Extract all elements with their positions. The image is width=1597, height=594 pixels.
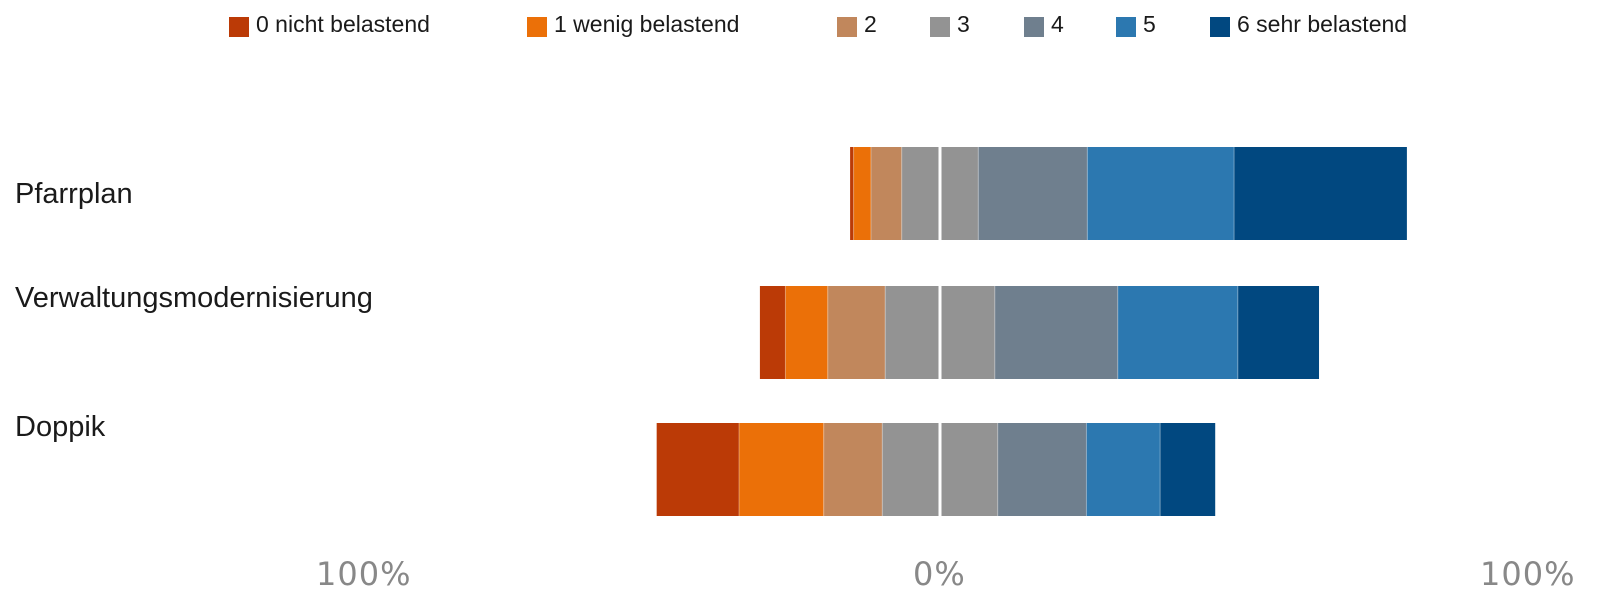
legend-label-4: 4 <box>1051 11 1064 37</box>
axis-label-left: 100% <box>316 555 412 593</box>
legend-item-2: 2 <box>837 10 877 38</box>
bar-segment-pfarrplan-1 <box>853 147 871 240</box>
legend-label-1: 1 wenig belastend <box>554 11 740 37</box>
legend-swatch-1 <box>527 17 547 37</box>
bar-segment-doppik-1 <box>739 423 824 516</box>
legend-label-5: 5 <box>1143 11 1156 37</box>
legend-item-1: 1 wenig belastend <box>527 10 739 38</box>
bar-segment-pfarrplan-4 <box>978 147 1088 240</box>
bar-segment-verwaltungsmodernisierung-2 <box>827 286 886 379</box>
category-label-pfarrplan: Pfarrplan <box>15 178 133 210</box>
bar-segment-verwaltungsmodernisierung-6 <box>1237 286 1320 379</box>
legend: 0 nicht belastend 1 wenig belastend 2 3 … <box>0 10 1597 40</box>
axis-label-right: 100% <box>1480 555 1576 593</box>
legend-item-0: 0 nicht belastend <box>229 10 430 38</box>
bar-segment-pfarrplan-2 <box>870 147 902 240</box>
legend-label-3: 3 <box>957 11 970 37</box>
legend-label-0: 0 nicht belastend <box>256 11 430 37</box>
legend-swatch-2 <box>837 17 857 37</box>
legend-swatch-5 <box>1116 17 1136 37</box>
bar-segment-doppik-6 <box>1160 423 1216 516</box>
bar-segment-doppik-4 <box>997 423 1087 516</box>
bar-segment-verwaltungsmodernisierung-4 <box>994 286 1118 379</box>
bar-segment-pfarrplan-5 <box>1087 147 1235 240</box>
legend-item-6: 6 sehr belastend <box>1210 10 1407 38</box>
category-label-doppik: Doppik <box>15 411 106 443</box>
legend-swatch-4 <box>1024 17 1044 37</box>
legend-swatch-6 <box>1210 17 1230 37</box>
bar-segment-doppik-0 <box>656 423 740 516</box>
legend-item-5: 5 <box>1116 10 1156 38</box>
bar-segment-doppik-2 <box>823 423 883 516</box>
bar-segment-pfarrplan-6 <box>1234 147 1407 240</box>
legend-label-6: 6 sehr belastend <box>1237 11 1408 37</box>
bar-segment-verwaltungsmodernisierung-1 <box>785 286 828 379</box>
bar-segment-pfarrplan-0 <box>850 147 854 240</box>
legend-label-2: 2 <box>864 11 877 37</box>
axis-label-center: 0% <box>913 555 966 593</box>
bar-segment-doppik-5 <box>1086 423 1161 516</box>
legend-item-3: 3 <box>930 10 970 38</box>
category-label-verwaltungsmodernisierung: Verwaltungsmodernisierung <box>15 282 373 314</box>
legend-item-4: 4 <box>1024 10 1064 38</box>
legend-swatch-3 <box>930 17 950 37</box>
bar-segment-verwaltungsmodernisierung-5 <box>1117 286 1238 379</box>
legend-swatch-0 <box>229 17 249 37</box>
bar-segment-verwaltungsmodernisierung-0 <box>759 286 786 379</box>
